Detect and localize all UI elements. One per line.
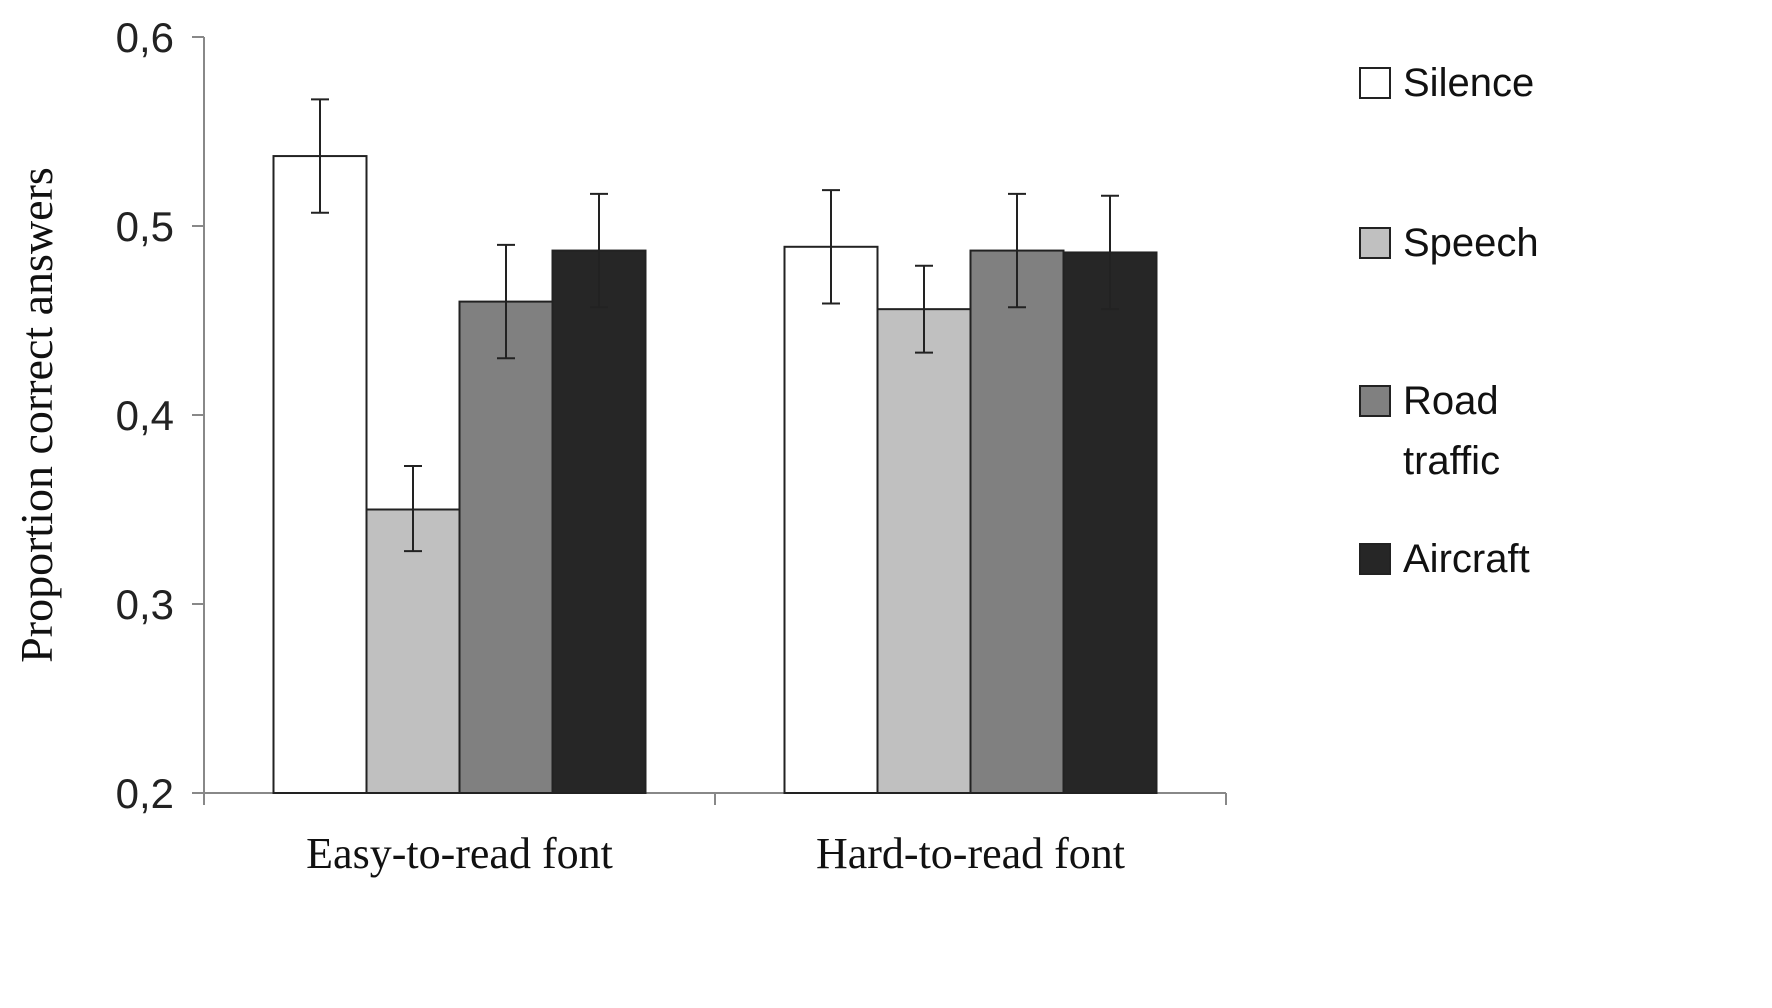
legend-label: Aircraft [1403, 537, 1530, 581]
bar-silence [783, 245, 879, 795]
legend-swatch [1359, 543, 1391, 575]
bar-aircraft [551, 249, 647, 794]
y-tick-label: 0,5 [116, 203, 174, 250]
legend-label: Silence [1403, 61, 1534, 105]
bar-silence [272, 155, 368, 794]
legend: Silence Speech Road traffic Aircraft [1359, 61, 1539, 581]
x-category-label: Hard-to-read font [816, 829, 1125, 878]
y-tick-label: 0,3 [116, 581, 174, 628]
legend-swatch [1359, 227, 1391, 259]
legend-label: Speech [1403, 221, 1539, 265]
legend-label: Road traffic [1403, 379, 1500, 483]
y-axis-label: Proportion correct answers [11, 167, 62, 663]
bar-aircraft [1062, 251, 1158, 794]
axes: 0,2 0,3 0,4 0,5 0,6 Easy-to-read font Hard-to-… [116, 14, 1227, 878]
bar-road-traffic [969, 249, 1065, 794]
legend-swatch [1359, 385, 1391, 417]
bar-road-traffic [458, 300, 554, 794]
legend-swatch [1359, 67, 1391, 99]
bar-speech [876, 308, 972, 794]
y-tick-label: 0,6 [116, 14, 174, 61]
y-tick-label: 0,4 [116, 392, 174, 439]
x-category-label: Easy-to-read font [306, 829, 613, 878]
y-tick-label: 0,2 [116, 770, 174, 817]
bars [272, 98, 1158, 795]
